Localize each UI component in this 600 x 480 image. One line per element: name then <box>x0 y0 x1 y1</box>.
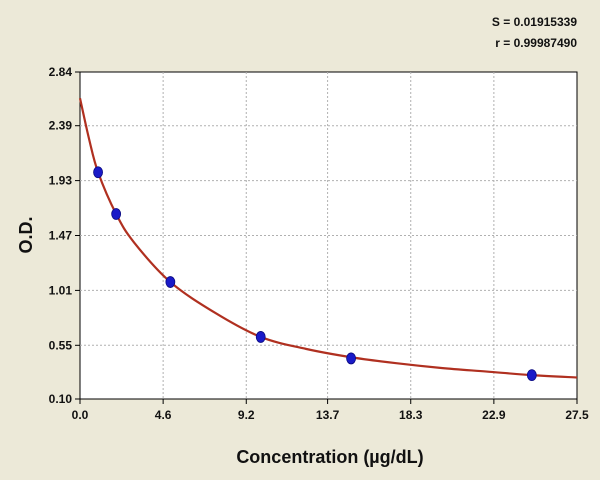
grid-lines <box>80 72 577 399</box>
y-tick-label: 1.01 <box>49 283 73 297</box>
axis-ticks <box>75 71 578 404</box>
data-point <box>346 352 356 365</box>
y-tick-label: 0.10 <box>49 392 73 406</box>
x-tick-label: 22.9 <box>482 408 506 422</box>
x-tick-label: 13.7 <box>316 408 340 422</box>
r-statistic: r = 0.99987490 <box>495 36 577 50</box>
y-tick-label: 1.93 <box>49 174 73 188</box>
data-point <box>93 166 103 179</box>
y-tick-label: 0.55 <box>49 338 73 352</box>
data-point <box>255 331 266 343</box>
y-tick-label: 1.47 <box>49 229 73 243</box>
y-tick-label: 2.39 <box>49 119 73 133</box>
y-axis-label: O.D. <box>16 216 36 253</box>
data-point <box>111 208 122 220</box>
data-points-layer <box>93 166 537 382</box>
x-tick-label: 0.0 <box>72 408 89 422</box>
y-tick-label: 2.84 <box>49 65 73 79</box>
x-tick-label: 27.5 <box>565 408 589 422</box>
s-statistic: S = 0.01915339 <box>491 15 577 29</box>
tick-labels: 0.0 4.6 9.2 13.7 18.3 22.9 27.5 0.10 0.55 1.01 1.4… <box>49 65 589 422</box>
x-tick-label: 18.3 <box>399 408 423 422</box>
data-point <box>165 276 176 288</box>
x-tick-label: 9.2 <box>238 408 255 422</box>
x-axis-label: Concentration (µg/dL) <box>236 447 423 467</box>
data-point <box>526 369 537 382</box>
x-tick-label: 4.6 <box>155 408 172 422</box>
